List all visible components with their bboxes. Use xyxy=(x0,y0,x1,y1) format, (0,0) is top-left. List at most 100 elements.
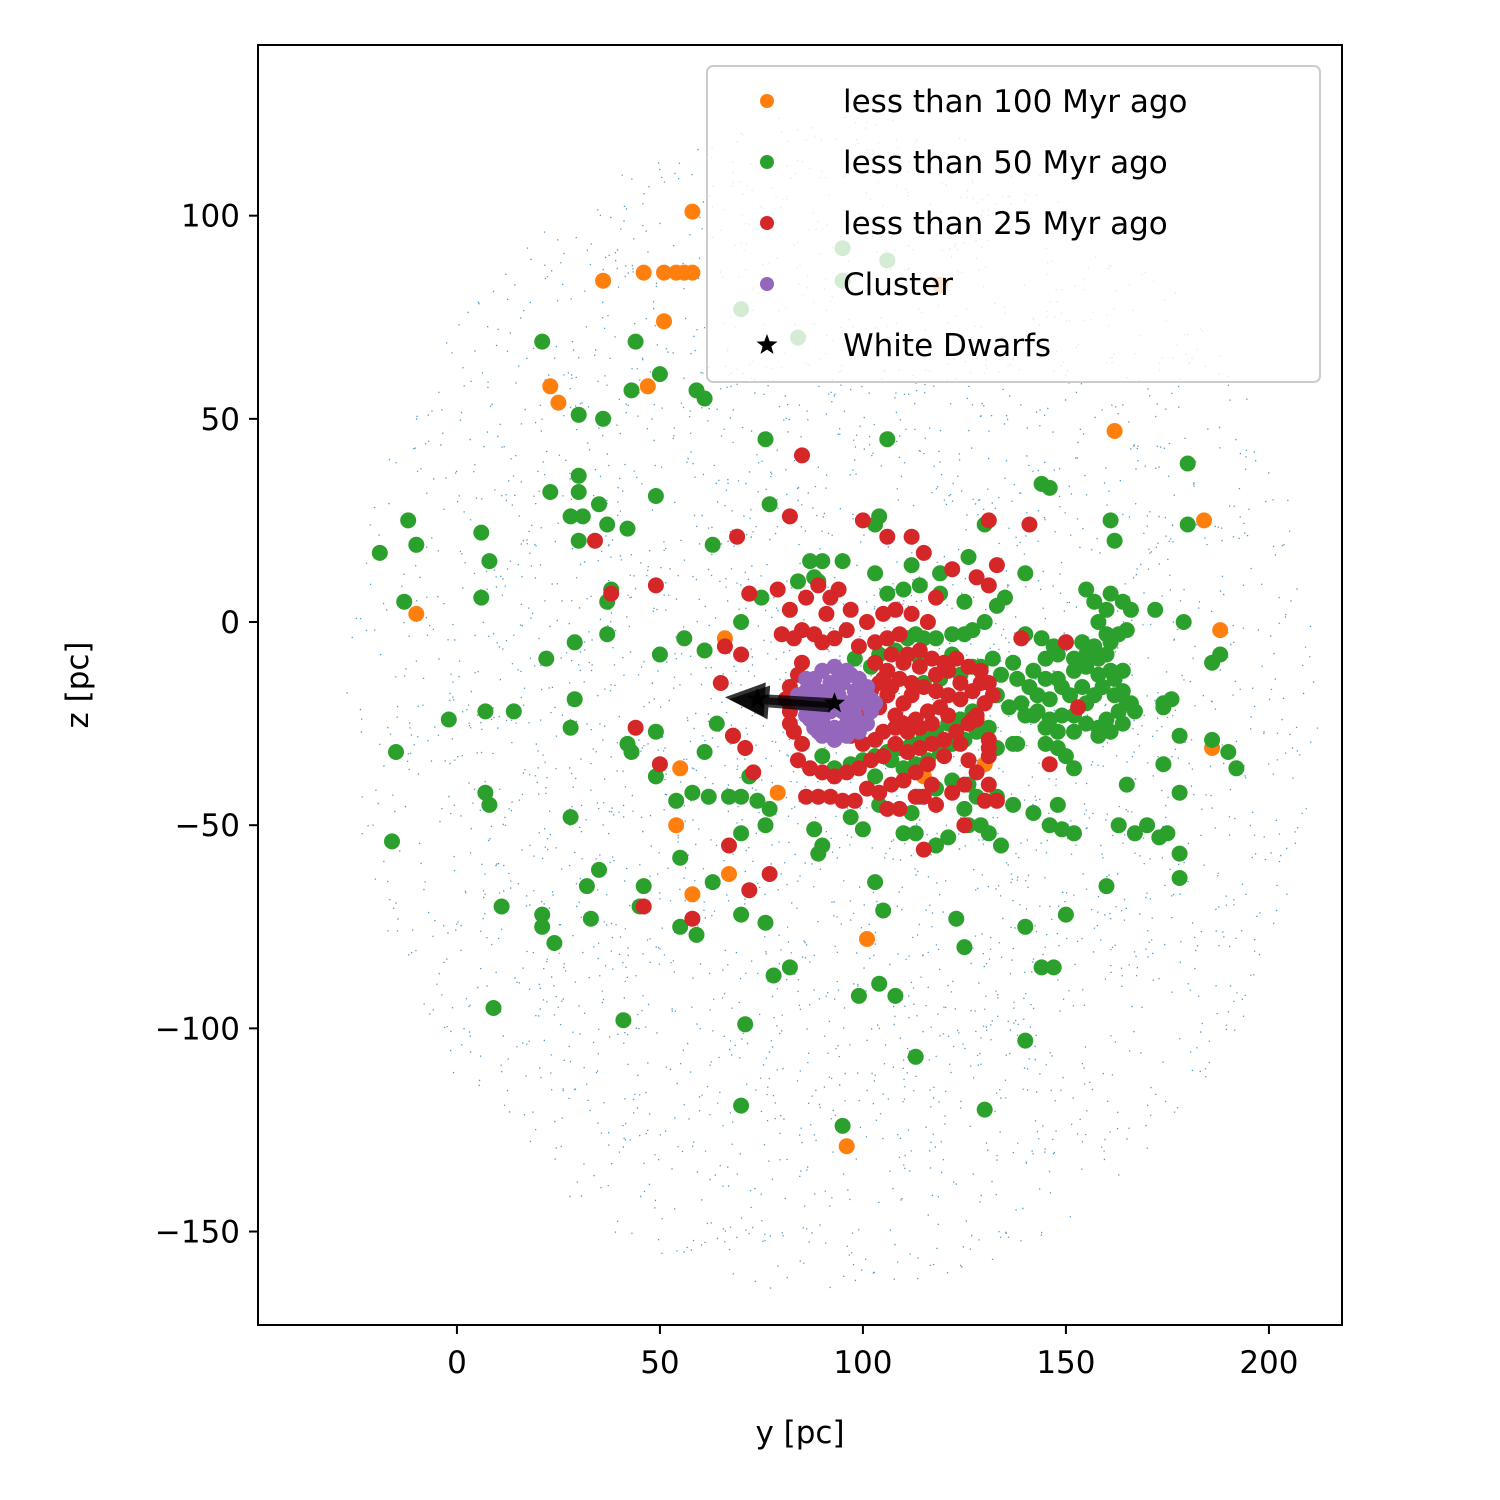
data-point xyxy=(968,764,985,781)
data-point xyxy=(688,926,705,943)
data-point xyxy=(923,715,940,732)
legend-box xyxy=(706,65,1321,383)
series-1 xyxy=(371,240,1245,1134)
data-points xyxy=(371,203,1245,1155)
data-point xyxy=(854,512,871,529)
data-point xyxy=(493,898,510,915)
data-point xyxy=(1037,670,1054,687)
data-point xyxy=(919,756,936,773)
data-point xyxy=(830,662,847,679)
data-point xyxy=(1057,906,1074,923)
data-point xyxy=(570,484,587,500)
data-point xyxy=(1078,715,1095,732)
data-point xyxy=(1171,870,1188,886)
data-point xyxy=(741,585,758,602)
data-point xyxy=(1033,959,1050,976)
data-point xyxy=(867,634,884,651)
data-point xyxy=(546,935,563,951)
data-point xyxy=(928,589,944,606)
data-point xyxy=(867,565,884,582)
data-point xyxy=(846,792,863,809)
data-point xyxy=(915,544,932,561)
data-point xyxy=(578,878,595,895)
data-point xyxy=(371,544,388,561)
data-point xyxy=(903,528,920,545)
data-point xyxy=(899,744,916,760)
data-point xyxy=(733,1097,750,1114)
data-point xyxy=(769,784,786,801)
legend-label: less than 100 Myr ago xyxy=(843,84,1188,120)
data-point xyxy=(781,508,798,525)
data-point xyxy=(923,735,940,752)
data-point xyxy=(676,630,693,647)
data-point xyxy=(566,634,583,651)
data-point xyxy=(781,601,798,618)
data-point xyxy=(542,378,559,395)
data-point xyxy=(940,707,957,724)
data-point xyxy=(907,764,924,781)
data-point xyxy=(1110,817,1127,834)
data-point xyxy=(1029,703,1046,720)
data-point xyxy=(956,776,973,793)
data-point xyxy=(1155,699,1172,716)
data-point xyxy=(737,1016,754,1033)
data-point xyxy=(911,740,928,756)
data-point xyxy=(846,650,863,667)
data-point xyxy=(1005,796,1022,813)
data-point xyxy=(794,735,810,752)
data-point xyxy=(473,589,490,606)
data-point xyxy=(1179,516,1196,533)
data-point xyxy=(1220,744,1237,760)
data-point xyxy=(1057,748,1074,765)
data-point xyxy=(1106,423,1123,439)
y-tick-label: 100 xyxy=(181,199,240,235)
data-point xyxy=(834,1117,851,1134)
data-point xyxy=(842,809,859,826)
data-point xyxy=(485,1000,502,1016)
data-point xyxy=(696,390,713,407)
data-point xyxy=(1098,878,1115,895)
data-point xyxy=(761,800,778,817)
data-point xyxy=(814,553,831,570)
x-tick-label: 0 xyxy=(447,1345,467,1381)
data-point xyxy=(923,776,940,793)
data-point xyxy=(976,695,993,712)
data-point xyxy=(968,711,985,728)
data-point xyxy=(956,817,973,834)
data-point xyxy=(1074,634,1091,651)
data-point xyxy=(879,431,896,448)
data-point xyxy=(850,987,867,1004)
data-point xyxy=(948,910,965,927)
data-point xyxy=(1106,532,1123,549)
data-point xyxy=(481,553,498,570)
data-point xyxy=(834,792,851,809)
data-point xyxy=(854,687,871,704)
data-point xyxy=(1041,479,1058,496)
data-point xyxy=(993,666,1009,683)
data-point xyxy=(684,784,701,801)
data-point xyxy=(814,662,831,679)
data-point xyxy=(615,1012,632,1029)
data-point xyxy=(656,313,672,330)
data-point xyxy=(704,536,721,553)
data-point xyxy=(1078,658,1095,675)
data-point xyxy=(1066,723,1082,740)
data-point xyxy=(879,800,896,817)
data-point xyxy=(1151,829,1168,846)
x-tick-label: 50 xyxy=(640,1345,679,1381)
data-point xyxy=(826,768,843,785)
data-point xyxy=(952,735,969,752)
data-point xyxy=(1171,784,1188,801)
y-tick-label: −50 xyxy=(175,808,240,844)
data-point xyxy=(647,577,664,594)
data-point xyxy=(712,675,729,691)
data-point xyxy=(562,719,579,736)
data-point xyxy=(749,792,766,809)
x-tick-label: 150 xyxy=(1036,1345,1095,1381)
data-point xyxy=(936,731,953,748)
data-point xyxy=(976,1101,993,1118)
x-axis-label: y [pc] xyxy=(755,1415,844,1451)
data-point xyxy=(891,626,908,643)
data-point xyxy=(1009,735,1026,752)
data-point xyxy=(1118,622,1135,639)
